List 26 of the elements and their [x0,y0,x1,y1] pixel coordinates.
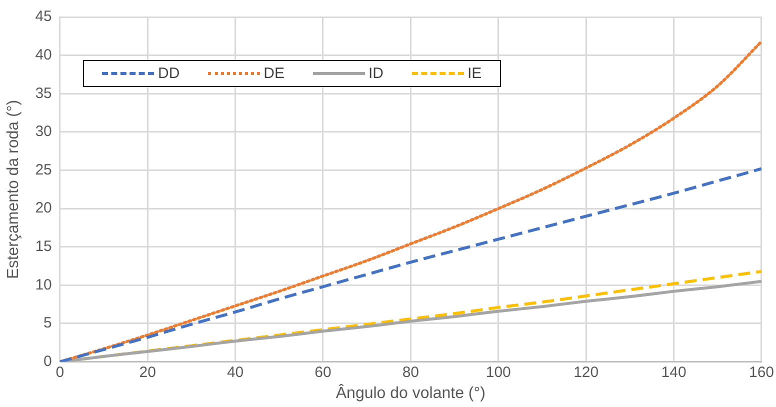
y-tick-label: 40 [35,46,52,64]
x-tick-label: 140 [661,364,686,381]
y-tick-label: 5 [44,314,52,332]
x-tick-label: 160 [748,364,774,381]
legend-label: ID [368,65,384,82]
y-tick-label: 15 [35,238,52,256]
x-tick-label: 100 [486,364,511,381]
x-tick-label: 0 [56,364,64,381]
x-tick-label: 40 [226,364,244,381]
y-tick-label: 20 [35,200,52,217]
x-tick-label: 120 [574,364,599,381]
y-tick-label: 45 [35,8,52,26]
x-tick-label: 20 [139,364,156,381]
legend-label: IE [468,65,482,82]
legend-label: DD [158,65,180,82]
y-axis-title: Esterçamento da roda (°) [5,100,22,279]
y-tick-label: 0 [44,352,52,370]
y-tick-label: 10 [35,276,52,294]
legend-label: DE [264,65,285,82]
x-tick-label: 80 [402,364,420,381]
x-axis-title: Ângulo do volante (°) [336,384,486,402]
y-tick-label: 30 [35,123,52,140]
x-tick-label: 60 [314,364,332,381]
line-series [60,167,762,362]
y-tick-label: 35 [35,84,52,102]
y-tick-label: 25 [35,161,52,178]
